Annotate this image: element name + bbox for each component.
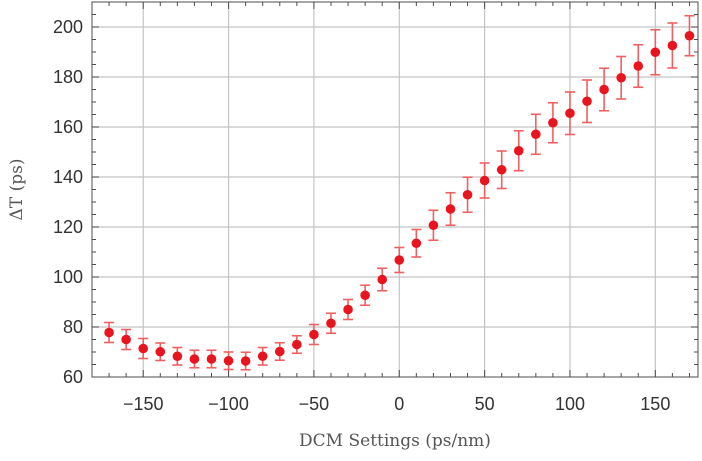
data-point (274, 346, 285, 357)
data-point (138, 343, 149, 354)
x-tick-label: −100 (208, 394, 249, 414)
y-tick-label: 180 (53, 67, 83, 87)
x-tick-label: 100 (555, 394, 585, 414)
data-points (104, 30, 695, 366)
data-point (599, 84, 609, 95)
data-point (428, 220, 439, 231)
data-point (582, 96, 592, 107)
plot-frame (91, 1, 699, 378)
data-point (292, 339, 302, 350)
x-tick-labels: −150 −100 −50 0 50 100 150 (123, 394, 670, 414)
data-point (223, 355, 234, 366)
tick-layer (92, 2, 698, 378)
data-point (616, 72, 626, 83)
data-point (650, 47, 661, 58)
y-axis-title: ΔT (ps) (7, 159, 27, 221)
data-point (240, 356, 251, 366)
grid-layer (92, 2, 698, 377)
data-point (667, 40, 678, 51)
data-point (155, 346, 166, 357)
data-point (633, 61, 644, 71)
data-point (462, 189, 473, 200)
data-point (309, 329, 319, 340)
data-point (548, 117, 558, 128)
x-tick-label: −150 (123, 394, 164, 414)
data-point (445, 204, 456, 214)
y-tick-labels: 60 80 100 120 140 160 180 200 (53, 17, 83, 387)
data-point (189, 354, 200, 364)
y-tick-label: 160 (53, 117, 83, 137)
data-point (394, 255, 405, 265)
x-tick-label: −50 (299, 394, 330, 414)
data-point (513, 145, 524, 156)
y-tick-label: 100 (53, 267, 83, 287)
y-tick-label: 200 (53, 17, 83, 37)
x-tick-label: 150 (640, 394, 670, 414)
data-point (104, 327, 114, 338)
data-point (343, 304, 353, 315)
data-point (257, 351, 268, 362)
x-axis-title: DCM Settings (ps/nm) (299, 431, 491, 451)
y-tick-label: 140 (53, 167, 83, 187)
data-point (565, 108, 575, 119)
data-point (360, 290, 370, 301)
data-point (411, 238, 422, 249)
data-point (206, 354, 217, 364)
x-tick-label: 0 (394, 394, 404, 414)
y-tick-label: 80 (63, 317, 83, 337)
data-point (684, 30, 695, 41)
data-point (377, 274, 387, 285)
data-point (479, 175, 490, 186)
data-point (121, 334, 131, 345)
y-tick-label: 60 (63, 367, 83, 387)
x-tick-label: 50 (475, 394, 495, 414)
data-point (172, 351, 183, 362)
data-point (531, 129, 541, 140)
y-tick-label: 120 (53, 217, 83, 237)
data-point (496, 164, 507, 175)
data-point (326, 318, 336, 329)
